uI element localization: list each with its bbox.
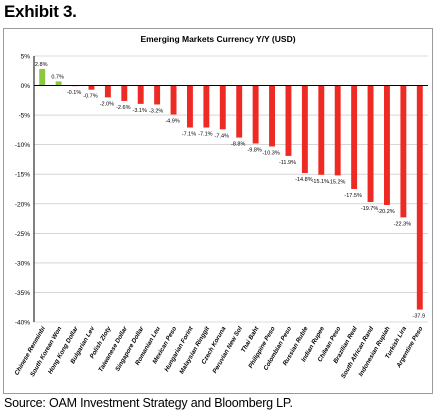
bar [170,85,177,115]
data-label: -37.9 [413,314,426,320]
y-tick-label: -35% [15,290,30,297]
y-tick-label: -5% [18,113,30,120]
y-tick-label: -40% [15,320,30,327]
source-note: Source: OAM Investment Strategy and Bloo… [4,396,293,410]
data-label: -7.1% [198,132,212,138]
bar [367,85,374,203]
bar [88,85,95,90]
data-label: -22.3% [394,221,412,227]
y-tick-label: -30% [15,260,30,267]
data-label: -20.2% [377,209,395,215]
data-label: -2.6% [116,105,130,111]
data-label: -8.8% [231,142,245,148]
y-tick-label: -20% [15,201,30,208]
bar [334,85,341,176]
data-label: -0.1% [67,90,81,96]
bar [285,85,292,156]
bar [39,69,46,86]
y-tick-label: 0% [21,83,31,90]
data-label: -0.7% [83,94,97,100]
bar [203,85,210,128]
bar [154,85,161,105]
data-label: -9.8% [247,147,261,153]
bar [400,85,407,218]
data-label: -3.1% [133,108,147,114]
chart-frame: Emerging Markets Currency Y/Y (USD) 5% 0%… [3,28,433,394]
bar [55,81,62,86]
y-tick-label: -10% [15,142,30,149]
bar [384,85,390,205]
bar-chart: Emerging Markets Currency Y/Y (USD) 5% 0%… [13,34,428,380]
bar [318,85,325,175]
y-tick-label: -25% [15,231,30,238]
data-label: -17.5% [344,193,362,199]
bar [252,85,259,144]
data-label: -15.2% [328,179,346,185]
bar [301,85,308,174]
data-label: -7.4% [215,133,229,139]
bar [416,85,423,310]
data-label: -4.9% [165,119,179,125]
bar [104,85,111,98]
data-label: 2.8% [35,62,48,68]
y-tick-label: -15% [15,172,30,179]
data-label: -10.3% [262,150,280,156]
bars [39,69,423,310]
data-label: 0.7% [51,74,64,80]
bar [351,85,358,189]
data-label: -3.2% [149,108,163,114]
bar [187,85,193,128]
bar [121,85,128,101]
data-label: -11.9% [279,160,296,166]
bar [269,85,275,147]
data-label: -2.0% [100,101,114,107]
exhibit-label: Exhibit 3. [4,2,77,21]
y-tick-label: 5% [21,54,31,61]
y-axis-ticks: 5% 0% -5% -10% -15% -20% -25% -30% -35% -40% [15,54,30,327]
data-labels: 2.8%0.7% -0.1%-0.7%-2.0%-2.6% -3.1% -3.2%-4… [35,62,425,320]
bar [137,85,144,104]
chart-title: Emerging Markets Currency Y/Y (USD) [140,34,295,44]
bar [219,85,226,130]
bar [236,85,243,138]
data-label: -19.7% [361,206,379,212]
data-label: -14.8% [295,177,313,183]
data-label: -7.1% [182,132,196,138]
data-label: -15.1% [312,179,330,185]
